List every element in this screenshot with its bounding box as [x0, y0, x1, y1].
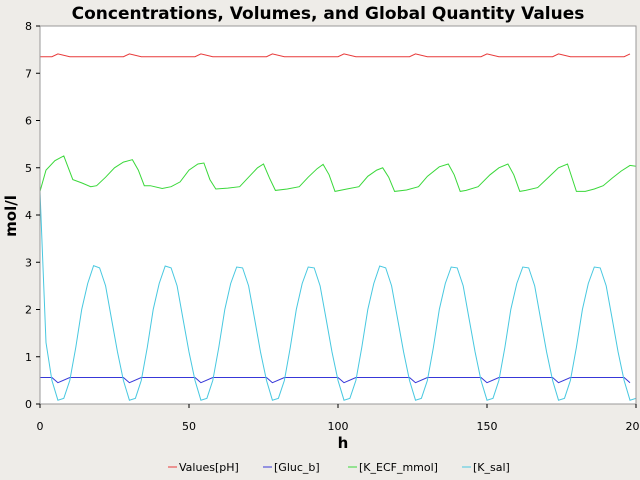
- x-tick-label: 50: [182, 420, 196, 433]
- y-tick-label: 1: [25, 351, 32, 364]
- chart-title: Concentrations, Volumes, and Global Quan…: [72, 4, 585, 24]
- y-tick-label: 6: [25, 115, 32, 128]
- series-line-1: [40, 377, 631, 384]
- y-axis-label: mol/l: [2, 195, 20, 237]
- y-tick-label: 7: [25, 67, 32, 80]
- series-layer: [39, 53, 637, 401]
- legend-item-label: Values[pH]: [179, 461, 239, 474]
- series-line-0: [40, 53, 631, 58]
- y-tick-label: 0: [25, 398, 32, 411]
- x-axis-label: h: [338, 434, 349, 452]
- axes: 0 1 2 3 4 5 6 7 8 0 50 100 150 200: [25, 20, 640, 433]
- legend: Values[pH] [Gluc_b] [K_ECF_mmol] [K_sal]: [168, 461, 510, 474]
- y-tick-label: 8: [25, 20, 32, 33]
- x-tick-label: 0: [37, 420, 44, 433]
- legend-item-label: [Gluc_b]: [274, 461, 320, 474]
- x-tick-label: 100: [328, 420, 349, 433]
- y-tick-label: 2: [25, 304, 32, 317]
- series-line-3: [39, 191, 637, 401]
- y-tick-label: 4: [25, 209, 32, 222]
- x-tick-label: 200: [626, 420, 640, 433]
- series-line-2: [39, 155, 637, 192]
- x-tick-label: 150: [477, 420, 498, 433]
- y-tick-label: 5: [25, 162, 32, 175]
- y-tick-label: 3: [25, 256, 32, 269]
- legend-item-label: [K_ECF_mmol]: [359, 461, 438, 474]
- legend-item-label: [K_sal]: [473, 461, 510, 474]
- plot-area: [40, 26, 636, 404]
